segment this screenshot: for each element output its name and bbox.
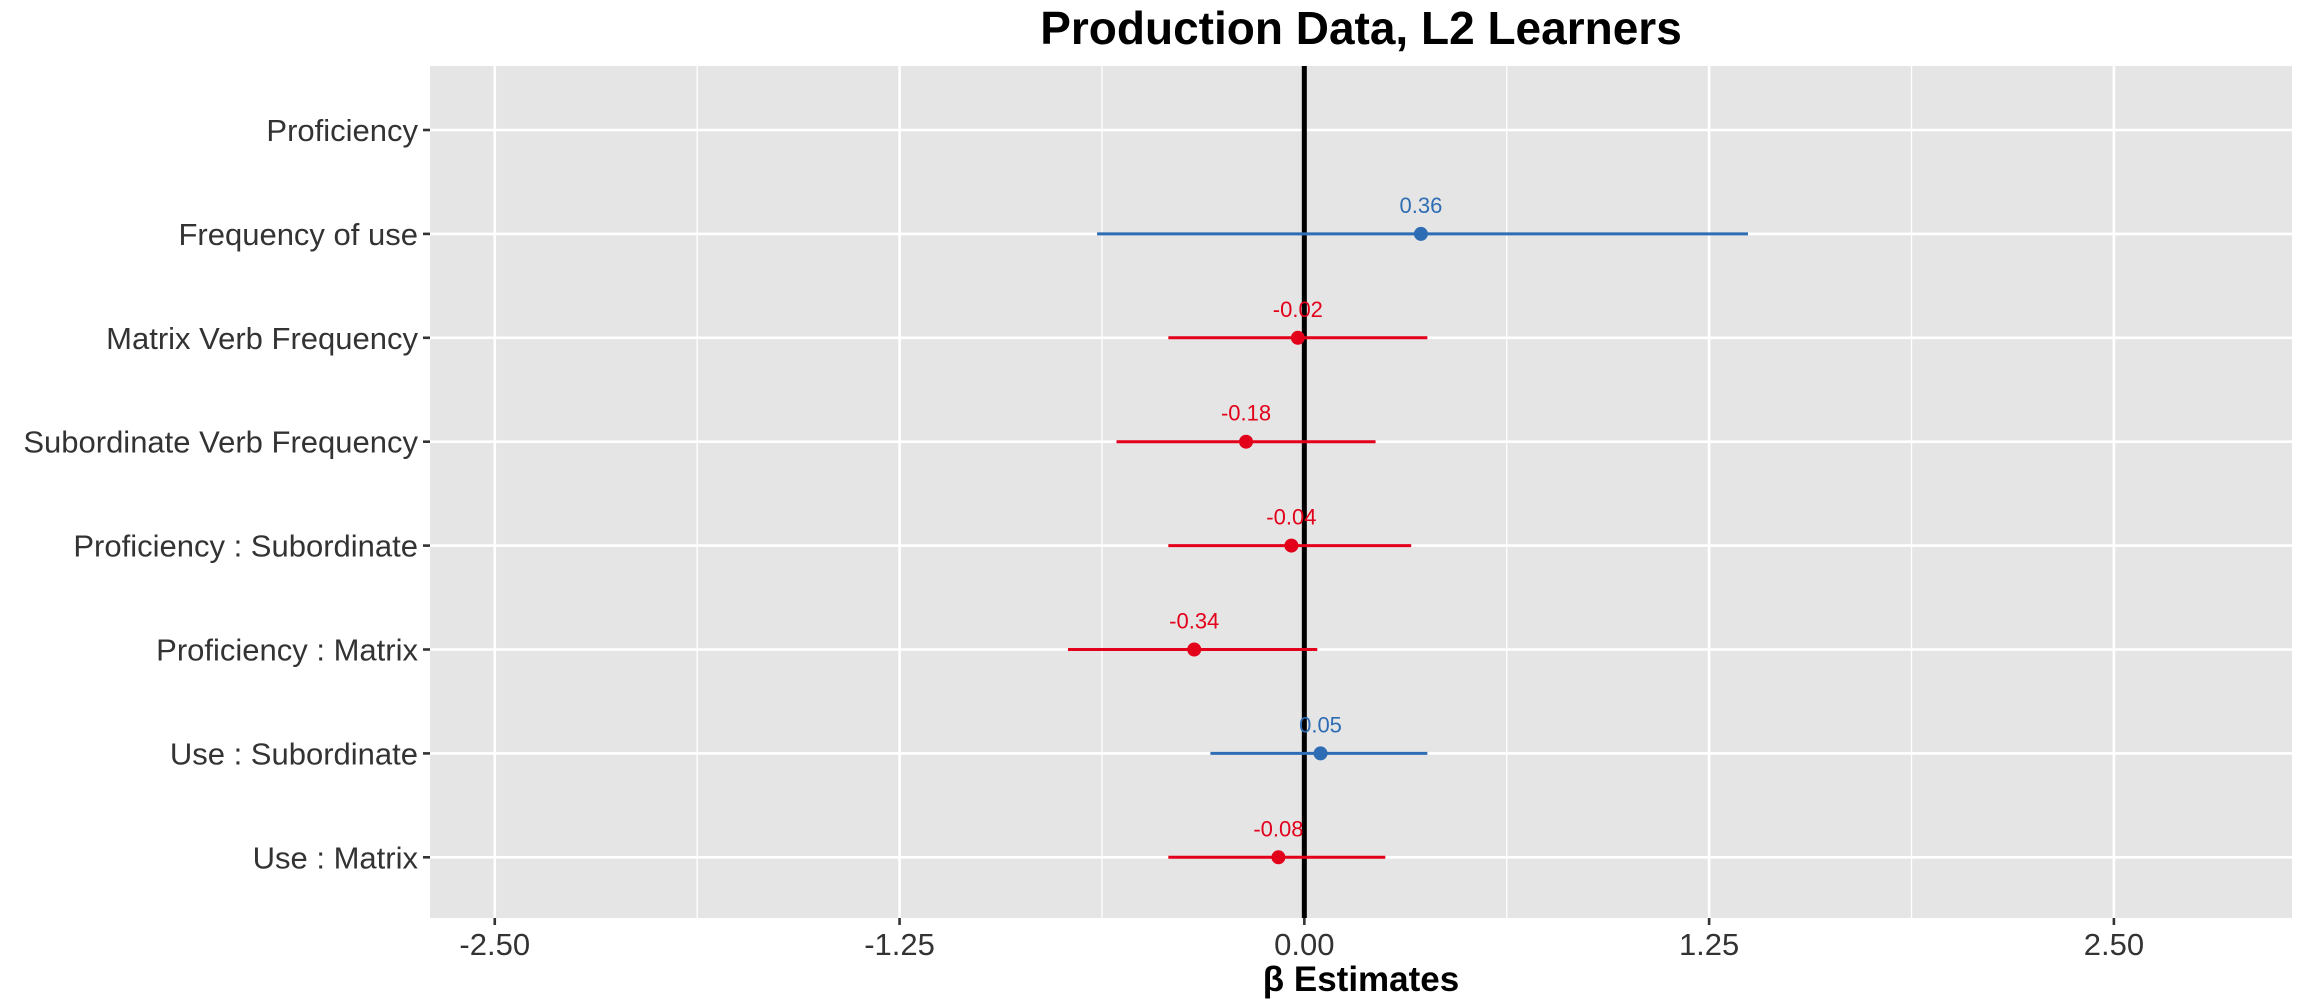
value-label: -0.02 [1273, 297, 1323, 322]
estimate-point [1413, 226, 1428, 241]
x-tick-label: -2.50 [459, 927, 530, 962]
x-tick-label: 0.00 [1274, 927, 1334, 962]
value-label: -0.18 [1221, 401, 1271, 426]
estimate-point [1239, 434, 1254, 449]
estimate-point [1313, 746, 1328, 761]
chart-title: Production Data, L2 Learners [1040, 2, 1682, 54]
y-tick-label: Subordinate Verb Frequency [23, 425, 418, 460]
x-tick-label: 1.25 [1679, 927, 1739, 962]
y-tick-label: Proficiency : Matrix [156, 633, 418, 668]
y-axis: Proficiency Frequency of use Matrix Verb F… [23, 113, 430, 875]
x-tick-label: 2.50 [2084, 927, 2144, 962]
value-label: 0.36 [1399, 193, 1442, 218]
value-label: -0.04 [1266, 505, 1316, 530]
value-label: -0.08 [1253, 816, 1303, 841]
estimate-point [1290, 330, 1305, 345]
estimate-point [1284, 538, 1299, 553]
y-tick-label: Matrix Verb Frequency [106, 321, 418, 356]
value-label: -0.34 [1169, 609, 1219, 634]
estimate-point [1271, 850, 1286, 865]
plot-panel [430, 66, 2292, 918]
x-axis: -2.50 -1.25 0.00 1.25 2.50 [459, 918, 2144, 962]
y-tick-label: Use : Matrix [253, 840, 419, 875]
x-tick-label: -1.25 [864, 927, 935, 962]
y-tick-label: Use : Subordinate [170, 736, 418, 771]
value-label: 0.05 [1299, 712, 1342, 737]
y-tick-label: Proficiency : Subordinate [73, 529, 418, 564]
estimate-marks: 0.36 -0.02 -0.18 -0.04 -0.34 0.05 -0.08 [1067, 193, 1748, 865]
x-axis-title: β Estimates [1263, 960, 1459, 999]
estimate-point [1187, 642, 1202, 657]
y-tick-label: Frequency of use [178, 217, 418, 252]
y-tick-label: Proficiency [266, 113, 418, 148]
